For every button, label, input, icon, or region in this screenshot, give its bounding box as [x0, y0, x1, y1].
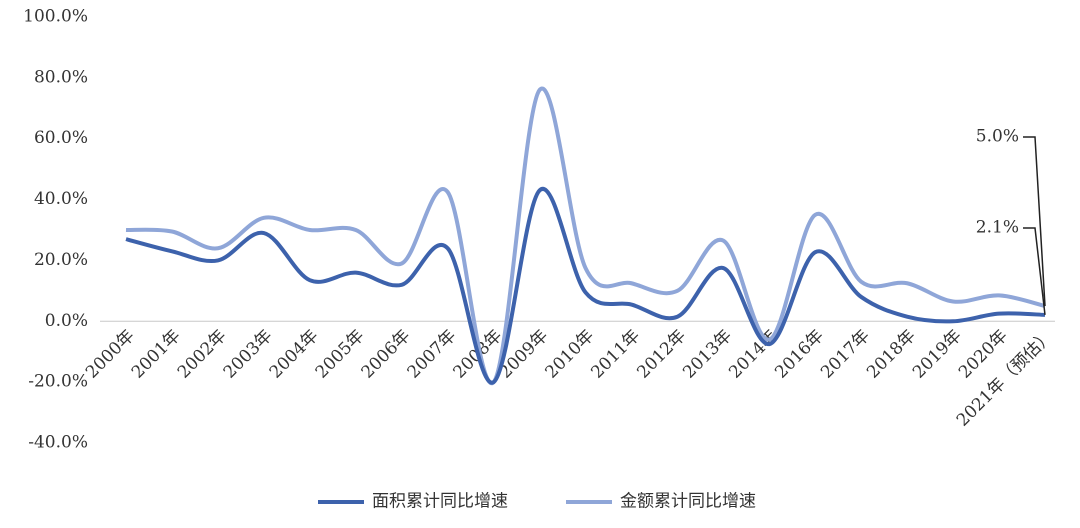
x-tick-label: 2006年	[358, 326, 415, 383]
y-tick-label: -40.0%	[28, 433, 88, 453]
leader-line	[1023, 227, 1046, 315]
y-tick-label: 100.0%	[23, 7, 88, 27]
x-tick-label: 2011年	[587, 326, 644, 383]
legend-label: 面积累计同比增速	[372, 492, 508, 512]
x-tick-label: 2018年	[863, 326, 920, 383]
x-tick-label: 2002年	[174, 326, 231, 383]
line	[125, 186, 1046, 385]
x-tick-label: 2004年	[266, 326, 323, 383]
y-tick-label: 80.0%	[34, 67, 88, 87]
x-tick-label: 2007年	[404, 326, 461, 383]
x-tick-label: 2005年	[312, 326, 369, 383]
x-tick-label: 2000年	[82, 326, 139, 383]
x-tick-label: 2013年	[679, 326, 736, 383]
x-tick-label: 2019年	[909, 326, 966, 383]
x-tick-label: 2003年	[220, 326, 277, 383]
y-tick-label: 40.0%	[34, 189, 88, 209]
x-tick-label: 2001年	[128, 326, 185, 383]
x-tick-label: 2012年	[633, 326, 690, 383]
y-tick-label: -20.0%	[28, 372, 88, 392]
legend-label: 金额累计同比增速	[620, 492, 756, 512]
y-tick-label: 0.0%	[45, 311, 88, 331]
y-tick-label: 20.0%	[34, 250, 88, 270]
x-tick-label: 2010年	[541, 326, 598, 383]
y-tick-label: 60.0%	[34, 128, 88, 148]
leader-line	[1023, 136, 1046, 307]
data-label: 2.1%	[976, 218, 1019, 238]
x-tick-label: 2017年	[817, 326, 874, 383]
data-label: 5.0%	[976, 127, 1019, 147]
line	[125, 86, 1046, 386]
